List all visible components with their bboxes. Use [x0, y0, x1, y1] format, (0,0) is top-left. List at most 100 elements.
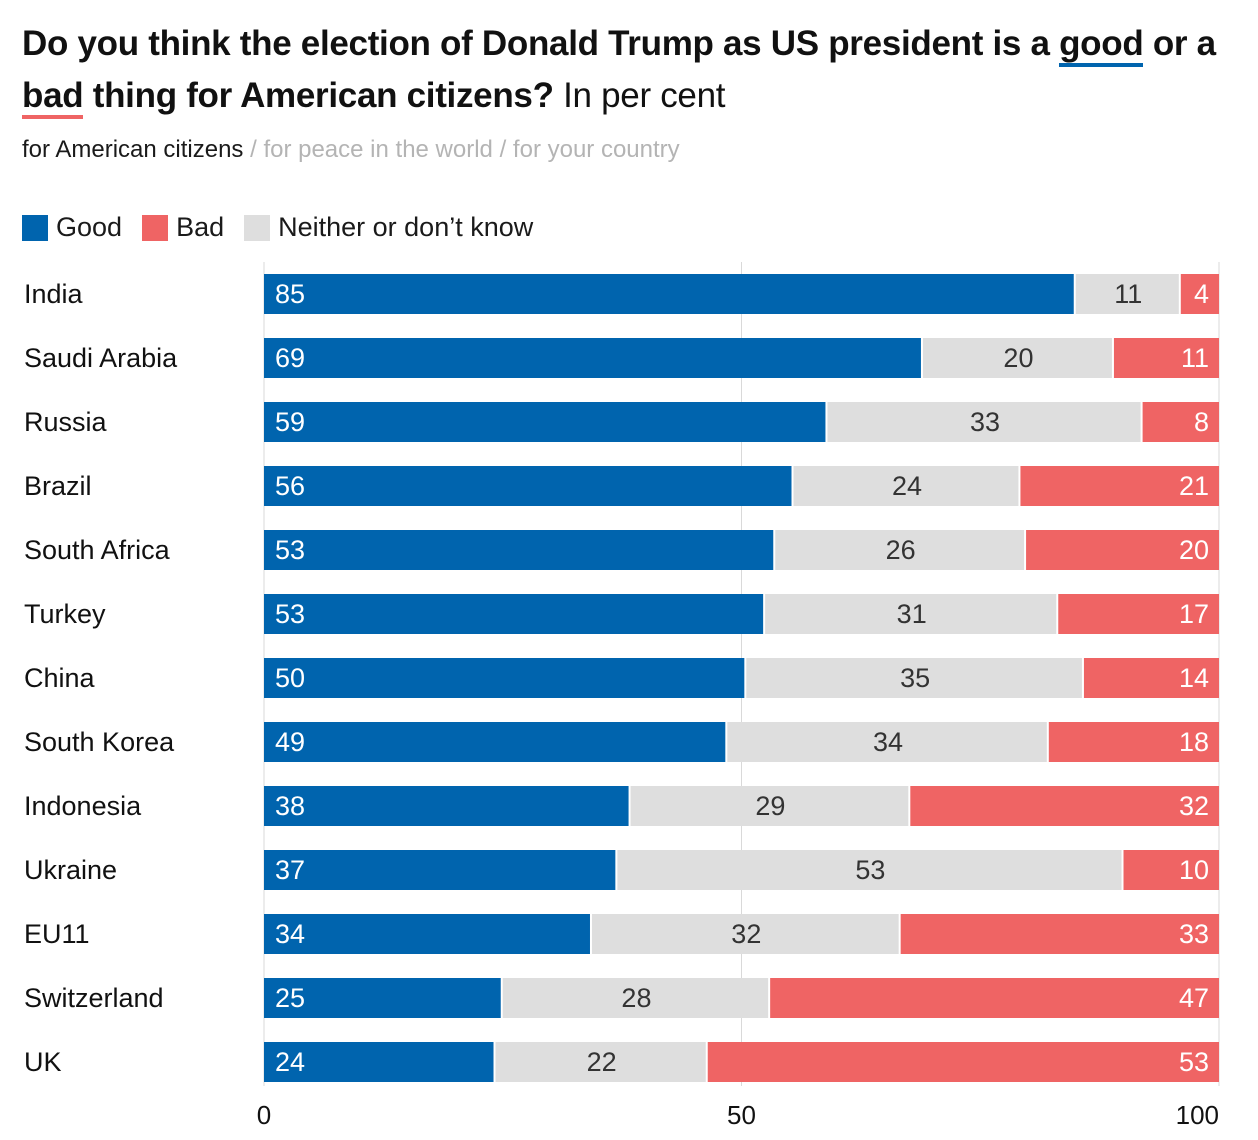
bar-segment-good — [264, 402, 826, 442]
bar-segment-neither — [591, 914, 899, 954]
bar-segment-bad — [900, 914, 1219, 954]
bar-segment-good — [264, 274, 1074, 314]
legend-swatch-bad — [142, 214, 169, 241]
bar-segment-neither — [746, 658, 1082, 698]
category-label: Switzerland — [24, 983, 164, 1013]
tab-separator: / — [243, 136, 264, 163]
data-label: 4 — [1194, 279, 1209, 309]
bar-segment-bad — [1142, 402, 1219, 442]
tab-bar: for American citizens / for peace in the… — [22, 136, 680, 164]
data-label: 53 — [855, 855, 885, 885]
title-good-word: good — [1059, 24, 1144, 67]
bar-segment-neither — [727, 722, 1047, 762]
legend-swatch-good — [22, 214, 48, 241]
title-part-2: or a — [1143, 24, 1216, 63]
bar-segment-bad — [1026, 530, 1219, 570]
x-tick-label: 100 — [1176, 1100, 1219, 1130]
legend-item-bad: Bad — [142, 212, 224, 243]
bar-segment-bad — [1058, 594, 1219, 634]
data-label: 21 — [1179, 471, 1209, 501]
bar-segment-neither — [495, 1042, 706, 1082]
bar-segment-bad — [910, 786, 1219, 826]
data-label: 35 — [900, 663, 930, 693]
tab-peace-in-the-world[interactable]: for peace in the world — [263, 136, 493, 163]
bar-segment-bad — [1180, 274, 1219, 314]
category-label: Brazil — [24, 471, 92, 501]
bar-segment-bad — [1048, 722, 1219, 762]
data-label: 18 — [1179, 727, 1209, 757]
data-label: 32 — [1179, 791, 1209, 821]
tab-your-country[interactable]: for your country — [512, 136, 680, 163]
data-label: 11 — [1114, 279, 1142, 309]
bar-segment-good — [264, 978, 501, 1018]
tab-separator: / — [492, 136, 513, 163]
bar-segment-neither — [617, 850, 1122, 890]
data-label: 34 — [873, 727, 903, 757]
data-label: 59 — [275, 407, 305, 437]
category-label: Turkey — [24, 599, 106, 629]
data-label: 85 — [275, 279, 305, 309]
category-label: China — [24, 663, 96, 693]
bar-segment-good — [264, 1042, 494, 1082]
data-label: 22 — [587, 1047, 617, 1077]
tab-american-citizens[interactable]: for American citizens — [22, 136, 244, 163]
legend-item-neither: Neither or don’t know — [244, 212, 533, 243]
chart-subtitle: In per cent — [553, 76, 726, 115]
bar-segment-neither — [827, 402, 1141, 442]
x-tick-label: 0 — [257, 1100, 271, 1130]
data-label: 34 — [275, 919, 305, 949]
category-label: UK — [24, 1047, 62, 1077]
bar-segment-neither — [793, 466, 1019, 506]
data-label: 10 — [1179, 855, 1209, 885]
bar-segment-good — [264, 338, 921, 378]
legend-swatch-neither — [244, 214, 271, 241]
category-label: India — [24, 279, 84, 309]
bar-segment-good — [264, 530, 774, 570]
data-label: 28 — [621, 983, 651, 1013]
bar-segment-neither — [765, 594, 1057, 634]
category-label: South Africa — [24, 535, 171, 565]
title-bad-word: bad — [22, 76, 84, 119]
data-label: 56 — [275, 471, 305, 501]
bar-segment-neither — [922, 338, 1112, 378]
data-label: 14 — [1179, 663, 1209, 693]
bar-segment-bad — [1113, 338, 1219, 378]
bar-segment-neither — [630, 786, 909, 826]
category-label: Russia — [24, 407, 108, 437]
data-label: 17 — [1179, 599, 1209, 629]
data-label: 8 — [1194, 407, 1209, 437]
category-label: Ukraine — [24, 855, 117, 885]
category-label: EU11 — [24, 919, 90, 949]
bar-segment-good — [264, 786, 629, 826]
bar-segment-neither — [775, 530, 1025, 570]
data-label: 26 — [886, 535, 916, 565]
category-label: Saudi Arabia — [24, 343, 178, 373]
data-label: 53 — [275, 535, 305, 565]
data-label: 47 — [1179, 983, 1209, 1013]
data-label: 37 — [275, 855, 305, 885]
data-label: 29 — [755, 791, 785, 821]
bar-segment-good — [264, 722, 726, 762]
data-label: 25 — [275, 983, 305, 1013]
bar-segment-good — [264, 466, 792, 506]
bar-segment-good — [264, 850, 616, 890]
data-label: 32 — [731, 919, 761, 949]
data-label: 53 — [275, 599, 305, 629]
legend-label-bad: Bad — [176, 212, 225, 242]
bar-segment-good — [264, 914, 590, 954]
title-part-1: Do you think the election of Donald Trum… — [22, 24, 1060, 63]
data-label: 24 — [275, 1047, 305, 1077]
legend: Good Bad Neither or don’t know — [22, 212, 553, 243]
title-part-3: thing for American citizens? — [83, 76, 554, 115]
bar-segment-bad — [770, 978, 1219, 1018]
chart-title: Do you think the election of Donald Trum… — [22, 18, 1242, 122]
legend-label-good: Good — [56, 212, 123, 242]
legend-label-neither: Neither or don’t know — [278, 212, 534, 242]
bar-segment-good — [264, 658, 745, 698]
legend-item-good: Good — [22, 212, 122, 243]
category-label: Indonesia — [24, 791, 142, 821]
bar-segment-neither — [1075, 274, 1179, 314]
bar-segment-neither — [502, 978, 769, 1018]
data-label: 49 — [275, 727, 305, 757]
